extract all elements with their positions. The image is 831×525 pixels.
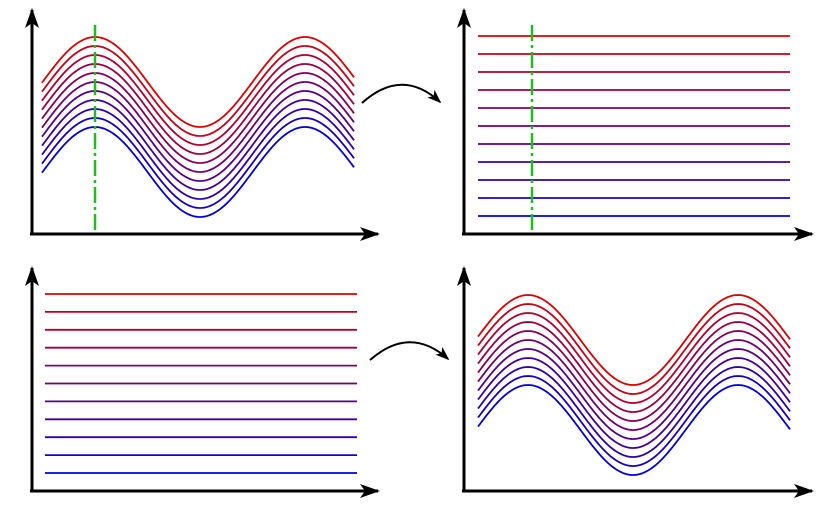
wavy-line xyxy=(477,384,791,476)
wavy-line xyxy=(477,339,791,431)
wavy-line xyxy=(477,375,791,467)
wavy-line xyxy=(477,321,791,413)
flat-line-group xyxy=(478,35,790,217)
wavy-line xyxy=(477,330,791,422)
transform-arrow-top xyxy=(361,83,442,104)
panel-top-right xyxy=(457,8,814,241)
wavy-line-group xyxy=(477,294,791,476)
panel-bottom-left xyxy=(25,266,380,498)
panel-bottom-right xyxy=(457,266,814,498)
wavy-line xyxy=(477,357,791,449)
wavy-line-group xyxy=(41,36,355,218)
flat-line-group xyxy=(45,293,357,474)
wavy-line xyxy=(477,366,791,458)
transform-arrow-bottom xyxy=(369,341,450,361)
panel-top-left xyxy=(25,8,380,241)
wavy-line xyxy=(477,303,791,395)
wavy-line xyxy=(477,312,791,404)
wavy-line xyxy=(477,294,791,386)
wavy-line xyxy=(477,348,791,440)
